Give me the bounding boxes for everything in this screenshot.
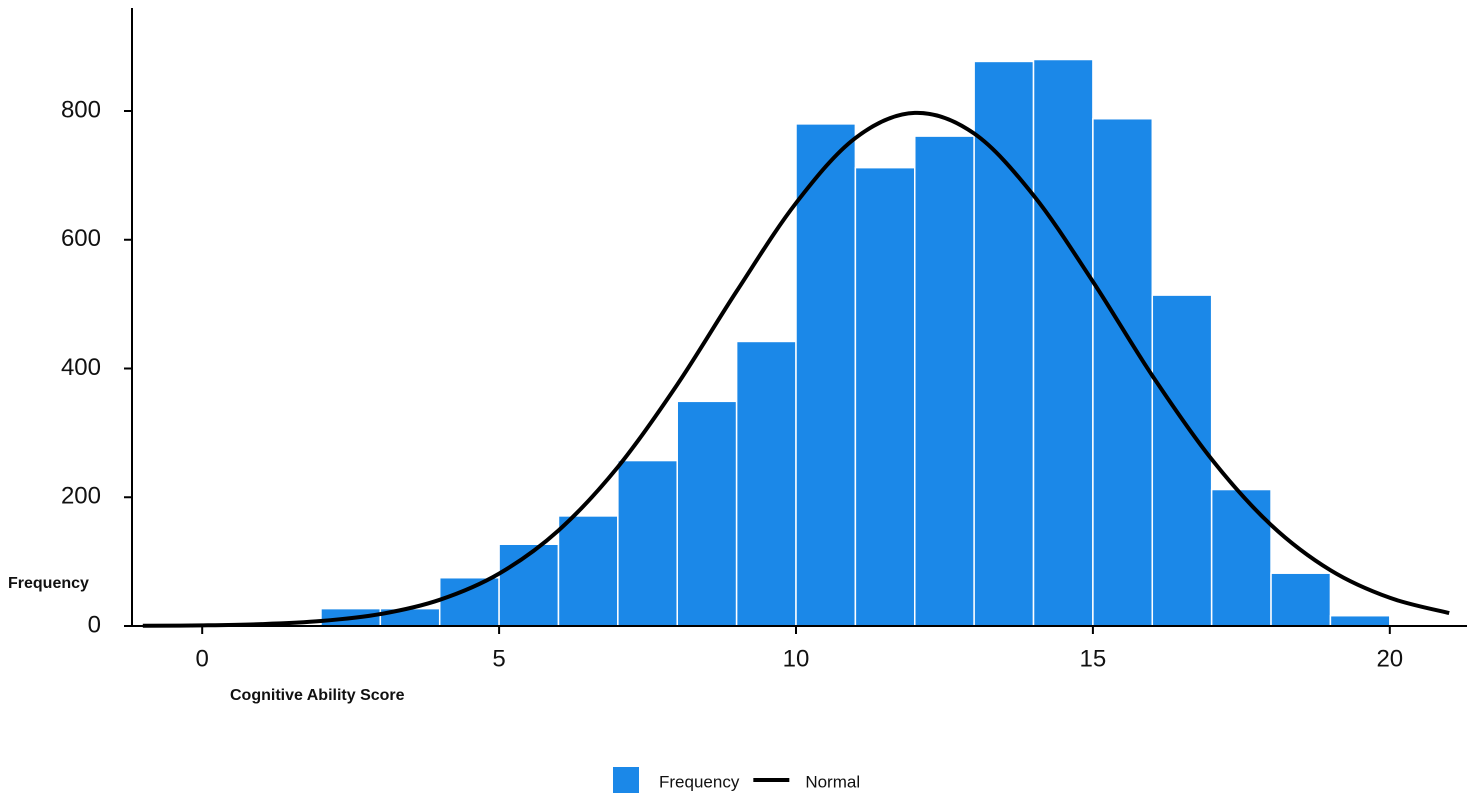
y-tick-label: 400 xyxy=(61,354,101,381)
x-axis-label: Cognitive Ability Score xyxy=(230,687,405,704)
bar xyxy=(676,400,738,627)
bar xyxy=(1092,117,1154,627)
legend-label: Normal xyxy=(805,772,860,791)
bar xyxy=(1210,488,1272,627)
y-tick-label: 600 xyxy=(61,225,101,252)
legend-label: Frequency xyxy=(659,772,740,791)
bar xyxy=(854,166,916,627)
bar xyxy=(914,135,975,627)
bar xyxy=(557,515,619,627)
y-tick-label: 800 xyxy=(61,96,101,123)
x-tick-label: 20 xyxy=(1376,645,1403,672)
x-tick-label: 5 xyxy=(492,645,505,672)
x-tick-label: 10 xyxy=(783,645,810,672)
x-tick-label: 15 xyxy=(1080,645,1107,672)
bar xyxy=(1329,614,1391,627)
bar xyxy=(973,60,1035,627)
bar xyxy=(438,576,500,627)
y-tick-label: 200 xyxy=(61,483,101,510)
bar xyxy=(1032,58,1094,627)
bar xyxy=(1151,294,1213,627)
y-tick-label: 0 xyxy=(88,611,101,638)
bar xyxy=(1270,572,1332,627)
bar xyxy=(617,459,678,627)
normal-curve xyxy=(142,110,1450,628)
x-tick-label: 0 xyxy=(196,645,209,672)
legend-swatch xyxy=(613,767,639,793)
bar xyxy=(735,340,797,627)
bar xyxy=(795,123,857,627)
y-axis-label: Frequency xyxy=(8,575,89,592)
